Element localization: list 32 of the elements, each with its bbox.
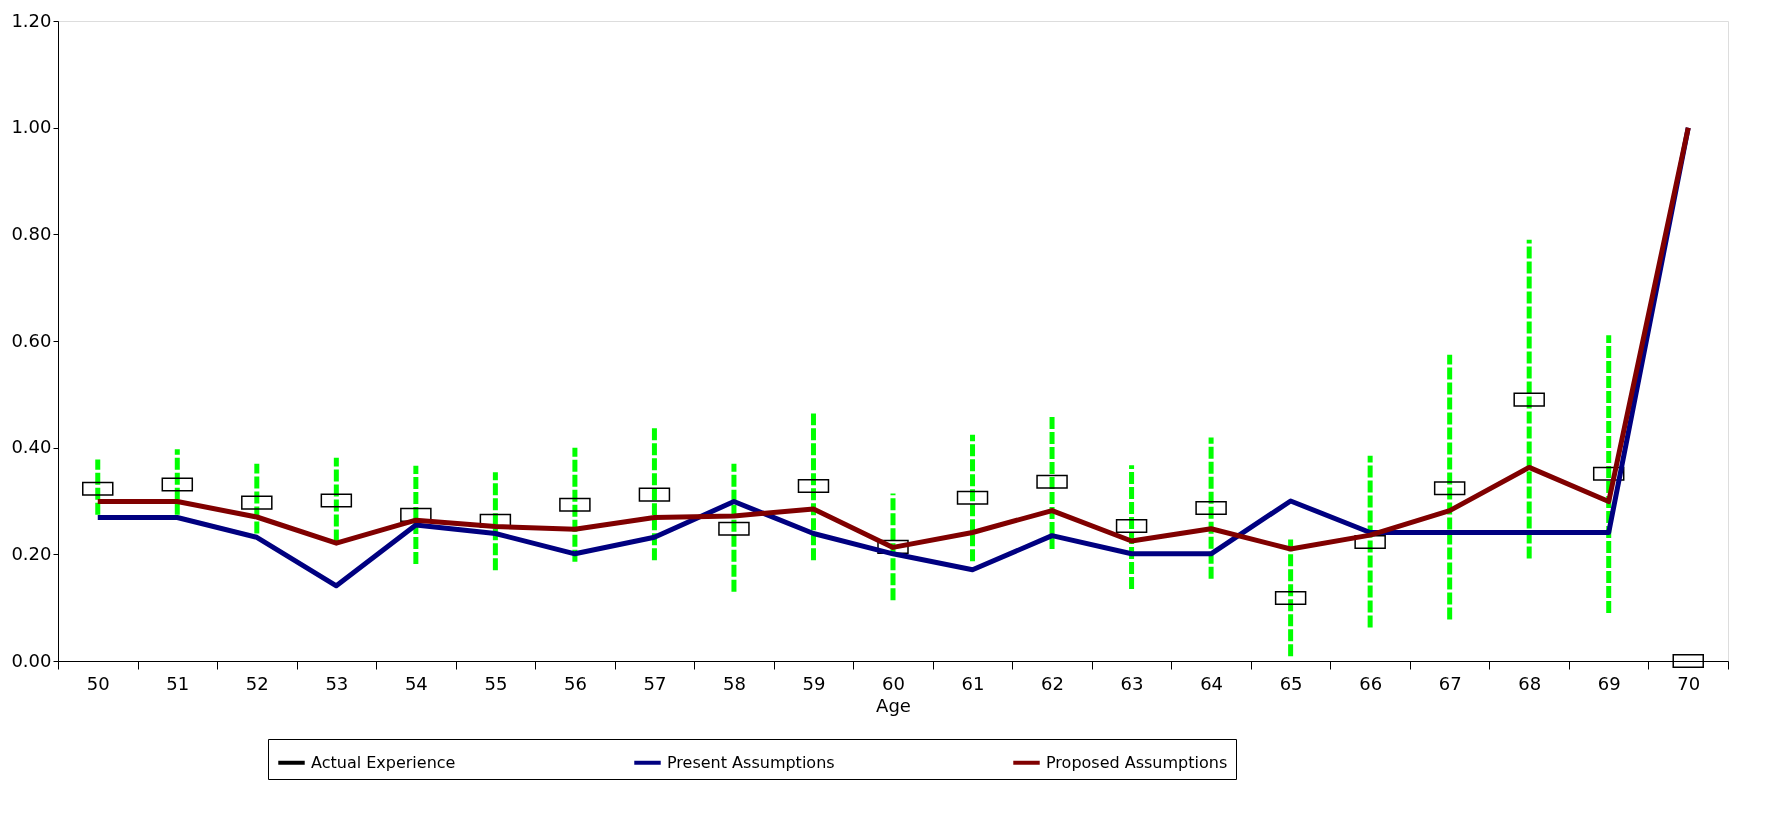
x-tick-label: 69	[1597, 672, 1621, 694]
legend-label: Present Assumptions	[667, 752, 835, 772]
x-tick-label: 62	[1041, 672, 1064, 694]
y-tick-label: 1.20	[11, 9, 52, 31]
x-tick-label: 70	[1677, 672, 1701, 694]
y-tick-label: 0.40	[11, 436, 52, 458]
x-tick-label: 60	[882, 672, 905, 694]
x-axis-title: Age	[876, 694, 911, 716]
x-tick-label: 50	[86, 672, 110, 694]
x-tick-label: 56	[563, 672, 587, 694]
x-tick-label: 65	[1279, 672, 1303, 694]
legend-label: Proposed Assumptions	[1046, 752, 1228, 772]
x-tick-label: 66	[1359, 672, 1383, 694]
x-tick-label: 68	[1518, 672, 1542, 694]
x-tick-label: 53	[325, 672, 349, 694]
x-tick-label: 57	[643, 672, 667, 694]
y-tick-label: 0.60	[11, 329, 52, 351]
x-tick-label: 54	[404, 672, 428, 694]
y-tick-label: 0.00	[11, 649, 52, 671]
x-tick-label: 51	[166, 672, 190, 694]
x-tick-label: 67	[1438, 672, 1462, 694]
x-tick-label: 58	[723, 672, 746, 694]
x-tick-label: 63	[1120, 672, 1144, 694]
y-tick-label: 1.00	[11, 116, 52, 138]
x-tick-label: 61	[961, 672, 985, 694]
legend-label: Actual Experience	[311, 752, 456, 772]
x-tick-label: 59	[802, 672, 826, 694]
x-tick-label: 55	[484, 672, 508, 694]
y-tick-label: 0.80	[11, 222, 52, 244]
y-tick-label: 0.20	[11, 542, 52, 564]
x-tick-label: 52	[245, 672, 269, 694]
x-tick-label: 64	[1200, 672, 1224, 694]
